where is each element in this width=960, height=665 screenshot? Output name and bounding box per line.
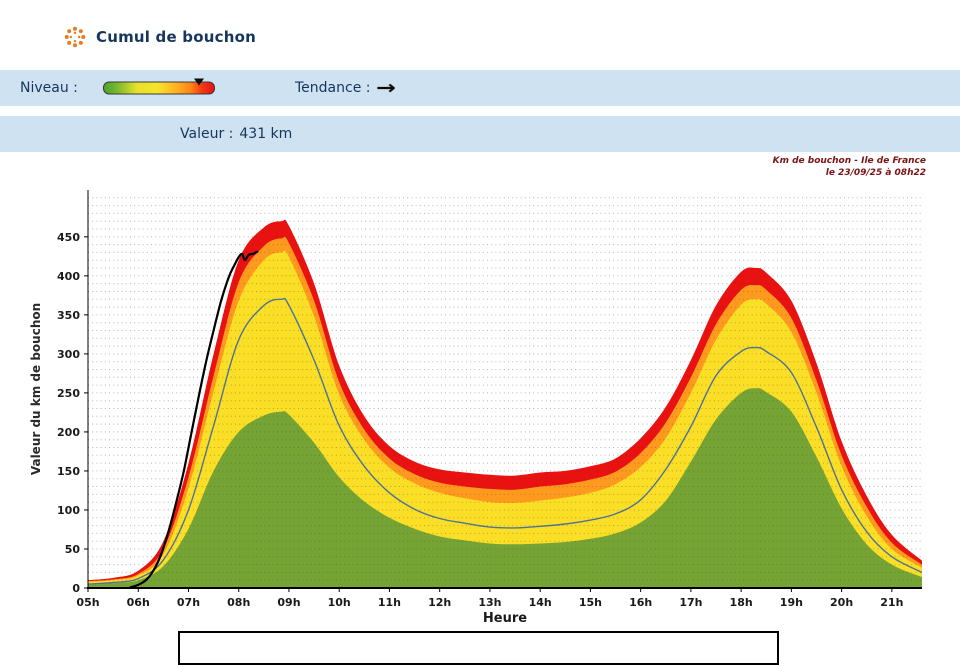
x-tick-label: 05h bbox=[76, 596, 99, 609]
today-line bbox=[129, 250, 259, 588]
y-tick-label: 200 bbox=[57, 426, 80, 439]
y-tick-label: 300 bbox=[57, 348, 80, 361]
page-title: Cumul de bouchon bbox=[96, 28, 256, 46]
x-tick-label: 12h bbox=[428, 596, 451, 609]
niveau-label: Niveau : bbox=[20, 80, 78, 96]
x-tick-label: 11h bbox=[378, 596, 401, 609]
chart-source-annotation: Km de bouchon - Ile de France le 23/09/2… bbox=[773, 155, 926, 179]
sytadin-starburst-icon bbox=[64, 26, 86, 48]
y-tick-label: 100 bbox=[57, 504, 80, 517]
plot-area bbox=[88, 190, 922, 588]
y-axis-label: Valeur du km de bouchon bbox=[29, 303, 43, 475]
x-tick-label: 09h bbox=[277, 596, 300, 609]
y-tick-label: 150 bbox=[57, 465, 80, 478]
y-tick-label: 250 bbox=[57, 387, 80, 400]
tendance-label: Tendance : bbox=[295, 80, 371, 96]
gauge-marker-icon bbox=[193, 78, 204, 86]
tendance-group: Tendance : → bbox=[295, 77, 397, 99]
y-tick-label: 0 bbox=[72, 582, 80, 595]
legend-box bbox=[178, 631, 779, 665]
x-tick-label: 16h bbox=[629, 596, 652, 609]
x-tick-label: 07h bbox=[177, 596, 200, 609]
y-tick-label: 350 bbox=[57, 309, 80, 322]
x-tick-label: 14h bbox=[529, 596, 552, 609]
x-tick-label: 15h bbox=[579, 596, 602, 609]
average-reference-line bbox=[88, 297, 922, 585]
valeur-value: 431 km bbox=[239, 126, 293, 142]
valeur-group: Valeur : 431 km bbox=[180, 126, 292, 142]
x-tick-label: 17h bbox=[679, 596, 702, 609]
y-tick-label: 400 bbox=[57, 270, 80, 283]
x-tick-label: 18h bbox=[730, 596, 753, 609]
header: Cumul de bouchon bbox=[64, 26, 256, 48]
x-tick-label: 10h bbox=[328, 596, 351, 609]
y-tick-label: 450 bbox=[57, 231, 80, 244]
trend-right-arrow-icon: → bbox=[376, 77, 397, 99]
traffic-chart: 0 50 100 150 200 250 300 350 400 450 05h 06h 07h 08h 0… bbox=[29, 190, 922, 626]
x-tick-label: 08h bbox=[227, 596, 250, 609]
y-tick-label: 50 bbox=[65, 543, 81, 556]
x-tick-label: 19h bbox=[780, 596, 803, 609]
value-bar: Valeur : 431 km bbox=[0, 116, 960, 152]
annotation-line1: Km de bouchon - Ile de France bbox=[772, 156, 926, 166]
x-tick-label: 13h bbox=[478, 596, 501, 609]
x-axis-label: Heure bbox=[483, 611, 527, 626]
x-tick-label: 21h bbox=[880, 596, 903, 609]
x-tick-label: 06h bbox=[127, 596, 150, 609]
level-trend-bar: Niveau : Tendance : → bbox=[0, 70, 960, 106]
band-green-low-envelope bbox=[88, 388, 922, 588]
valeur-label: Valeur : bbox=[180, 126, 234, 142]
annotation-line2: le 23/09/25 à 08h22 bbox=[825, 168, 926, 178]
x-tick-label: 20h bbox=[830, 596, 853, 609]
level-gauge bbox=[103, 78, 215, 95]
